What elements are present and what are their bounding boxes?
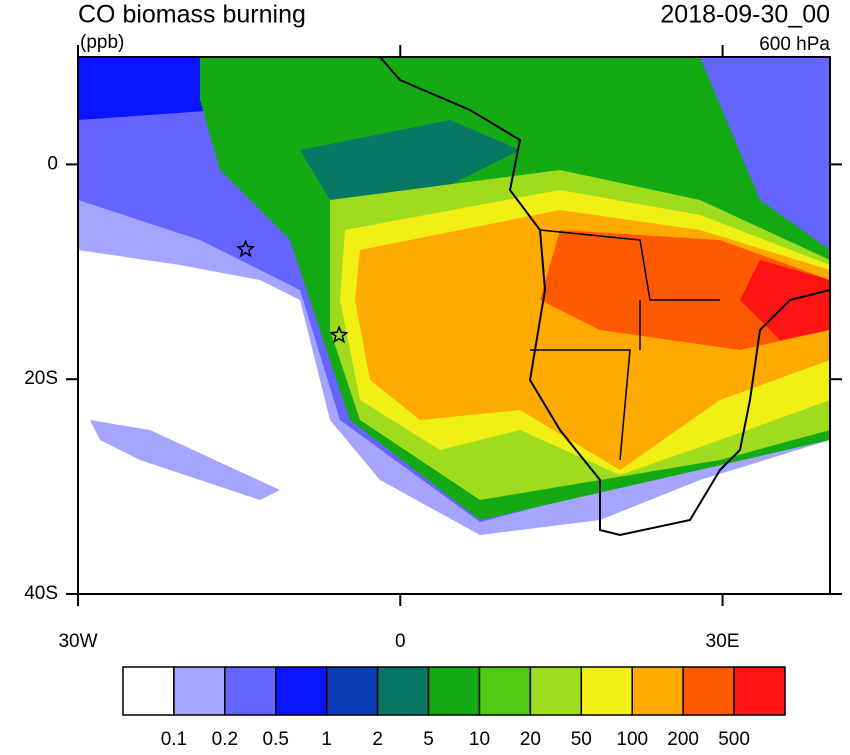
colorbar-swatch [224, 666, 277, 716]
colorbar-swatch [376, 666, 430, 716]
colorbar-label: 2 [372, 729, 383, 750]
colorbar-swatch [631, 666, 684, 716]
colorbar-swatch [733, 666, 786, 716]
map-frame [77, 56, 831, 595]
x-tick-label: 30W [58, 631, 97, 652]
colorbar-swatch [478, 666, 532, 716]
site-marker [329, 325, 349, 344]
contour [540, 230, 830, 350]
units: (ppb) [80, 32, 124, 53]
colorbar-swatch [580, 666, 633, 716]
colorbar-label: 50 [571, 729, 592, 750]
colorbar-swatch [122, 666, 175, 716]
coastline [379, 57, 830, 537]
colorbar-label: 1 [321, 729, 332, 750]
colorbar-label: 100 [616, 729, 648, 750]
colorbar-label: 0.2 [212, 729, 238, 750]
level: 600 hPa [759, 34, 830, 55]
map-field [78, 57, 830, 594]
x-tick-label: 0 [395, 631, 406, 652]
y-tick-label: 20S [24, 368, 58, 389]
y-tick-label: 40S [24, 583, 58, 604]
colorbar-label: 20 [520, 729, 541, 750]
border [530, 229, 720, 461]
y-tick-label: 0 [47, 153, 58, 174]
title: CO biomass burning [78, 1, 306, 29]
contour [300, 120, 520, 200]
contour [90, 420, 280, 500]
colorbar-swatch [275, 666, 328, 716]
colorbar-label: 10 [469, 729, 490, 750]
colorbar-label: 200 [667, 729, 699, 750]
colorbar-label: 500 [718, 729, 750, 750]
x-tick-label: 30E [706, 631, 740, 652]
contour [740, 260, 830, 340]
colorbar-label: 5 [423, 729, 434, 750]
time: 2018-09-30_00 [660, 1, 830, 29]
colorbar-swatch [173, 666, 226, 716]
colorbar-label: 0.1 [161, 729, 187, 750]
colorbar-swatch [325, 666, 379, 716]
colorbar-label: 0.5 [263, 729, 289, 750]
colorbar-swatch [682, 666, 735, 716]
colorbar-swatch [427, 666, 481, 716]
site-marker [236, 239, 256, 258]
colorbar-swatch [529, 666, 583, 716]
